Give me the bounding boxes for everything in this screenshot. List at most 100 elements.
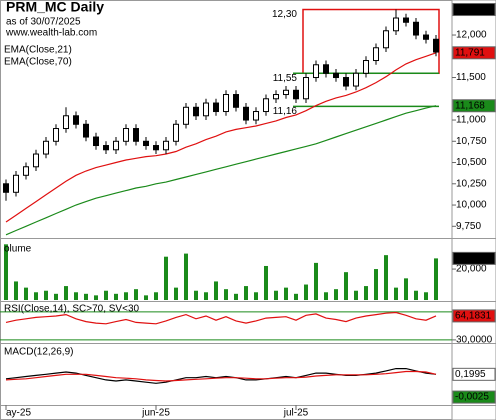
value-tag (452, 3, 496, 17)
value-tag-label: 0,1995 (455, 369, 486, 380)
price-axis (451, 0, 496, 420)
candle-body (153, 145, 159, 151)
candle-body (293, 89, 299, 100)
value-tag-label: 12,300 (455, 4, 486, 15)
candle-body (83, 123, 89, 138)
value-tag (452, 99, 496, 113)
candle-body (333, 72, 339, 79)
value-tag-label: 11,791 (455, 47, 485, 58)
volume-bar (24, 287, 28, 300)
candle-body (243, 106, 249, 121)
value-tag (452, 390, 496, 404)
volume-bar (344, 272, 348, 300)
candle-body (343, 77, 349, 87)
legend-entry: EMA(Close,70) (4, 57, 72, 68)
candle-body (203, 102, 209, 117)
panel-title: olume (4, 244, 32, 255)
candle-body (303, 77, 309, 100)
value-tag (452, 309, 496, 323)
candle-body (3, 183, 9, 193)
volume-bar (294, 293, 298, 300)
volume-bar (34, 292, 38, 300)
volume-bar (394, 287, 398, 300)
y-tick-label: 12,000 (456, 30, 487, 41)
volume-bar (284, 287, 288, 300)
y-tick-label: 9,750 (456, 221, 481, 232)
candle-body (193, 106, 199, 117)
candle-body (43, 140, 49, 155)
candle-body (123, 128, 129, 142)
volume-bar (264, 265, 268, 300)
candle-body (433, 38, 439, 53)
candle-body (323, 64, 329, 74)
volume-bar (154, 292, 158, 300)
candle-body (253, 111, 259, 121)
candle-body (173, 123, 179, 142)
chart-title: PRM_MC Daily (6, 0, 104, 15)
volume-bar (74, 292, 78, 300)
volume-bar (54, 293, 58, 300)
candle-body (223, 94, 229, 113)
candle-body (283, 89, 289, 96)
volume-bar (94, 295, 98, 300)
y-tick-label: 20,000 (456, 264, 487, 275)
volume-bar (134, 289, 138, 300)
volume-bar (84, 293, 88, 300)
volume-bar (434, 258, 438, 300)
y-tick-label: 10,250 (456, 178, 487, 189)
volume-bar (304, 284, 308, 300)
candle-body (93, 136, 99, 147)
candle-body (23, 166, 29, 176)
candle-body (423, 34, 429, 40)
volume-bar (244, 286, 248, 300)
candle-body (143, 140, 149, 147)
value-tag-label: -0,0025 (455, 392, 489, 403)
volume-bar (424, 292, 428, 300)
volume-bar (44, 290, 48, 300)
value-tag-label: 64,1831 (455, 311, 492, 322)
candle-body (33, 153, 39, 168)
volume-bar (194, 290, 198, 300)
y-tick-label: 10,750 (456, 136, 487, 147)
panel-title: RSI(Close,14), SC>70, SV<30 (4, 304, 140, 315)
volume-bar (124, 292, 128, 300)
candle-body (183, 106, 189, 125)
line (5, 52, 437, 223)
volume-bar (254, 292, 258, 300)
value-tag-label: 26,905 (455, 253, 486, 264)
value-tag (452, 251, 496, 265)
y-tick-label: 11,000 (456, 115, 486, 126)
line (5, 370, 437, 382)
candle-body (353, 72, 359, 87)
candle-body (103, 145, 109, 151)
y-tick-label: 11,500 (456, 72, 486, 83)
candle-body (413, 21, 419, 36)
legend-entry: EMA(Close,21) (4, 45, 72, 56)
line (5, 311, 437, 325)
candle-body (53, 128, 59, 142)
volume-bar (414, 290, 418, 300)
candle-body (403, 17, 409, 23)
volume-bar (174, 287, 178, 300)
candle-body (313, 64, 319, 79)
x-tick-label: jun-25 (141, 408, 170, 419)
candle-body (233, 94, 239, 108)
candle-body (13, 174, 19, 193)
volume-bar (4, 244, 8, 300)
annotation: 11,55 (273, 73, 298, 84)
volume-bar (144, 295, 148, 300)
candle-body (383, 30, 389, 49)
candle-body (273, 94, 279, 100)
annotation: 12,30 (272, 9, 297, 20)
value-tag (452, 46, 496, 60)
volume-bar (184, 253, 188, 300)
candle-body (213, 102, 219, 113)
y-tick-label: 10,000 (456, 200, 487, 211)
volume-bar (274, 290, 278, 300)
volume-bar (324, 292, 328, 300)
subtitle: as of 30/07/2025 (6, 17, 81, 28)
volume-bar (64, 286, 68, 300)
candle-body (363, 60, 369, 74)
